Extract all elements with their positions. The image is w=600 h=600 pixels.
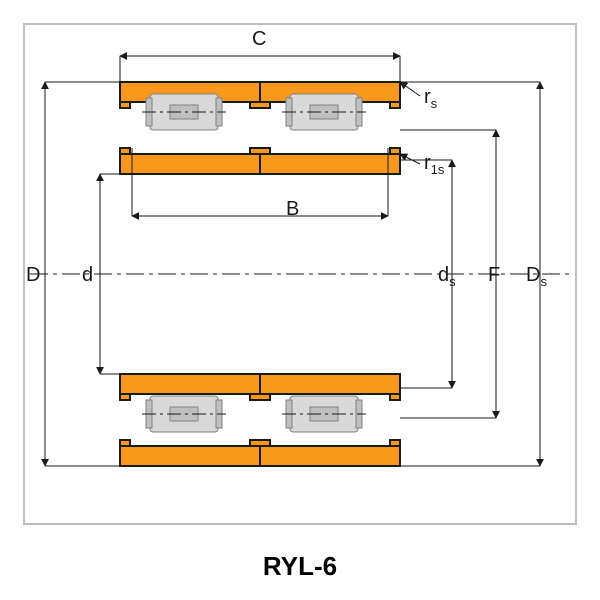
label-D: D — [26, 264, 40, 287]
label-Ds: Ds — [526, 264, 547, 289]
label-B: B — [286, 198, 299, 221]
label-r1s: r1s — [424, 152, 444, 177]
label-C: C — [252, 28, 266, 51]
bearing-diagram — [0, 0, 600, 600]
label-rs: rs — [424, 86, 437, 111]
diagram-title: RYL-6 — [0, 551, 600, 582]
label-F: F — [488, 264, 500, 287]
label-d: d — [82, 264, 93, 287]
label-ds: ds — [438, 264, 456, 289]
